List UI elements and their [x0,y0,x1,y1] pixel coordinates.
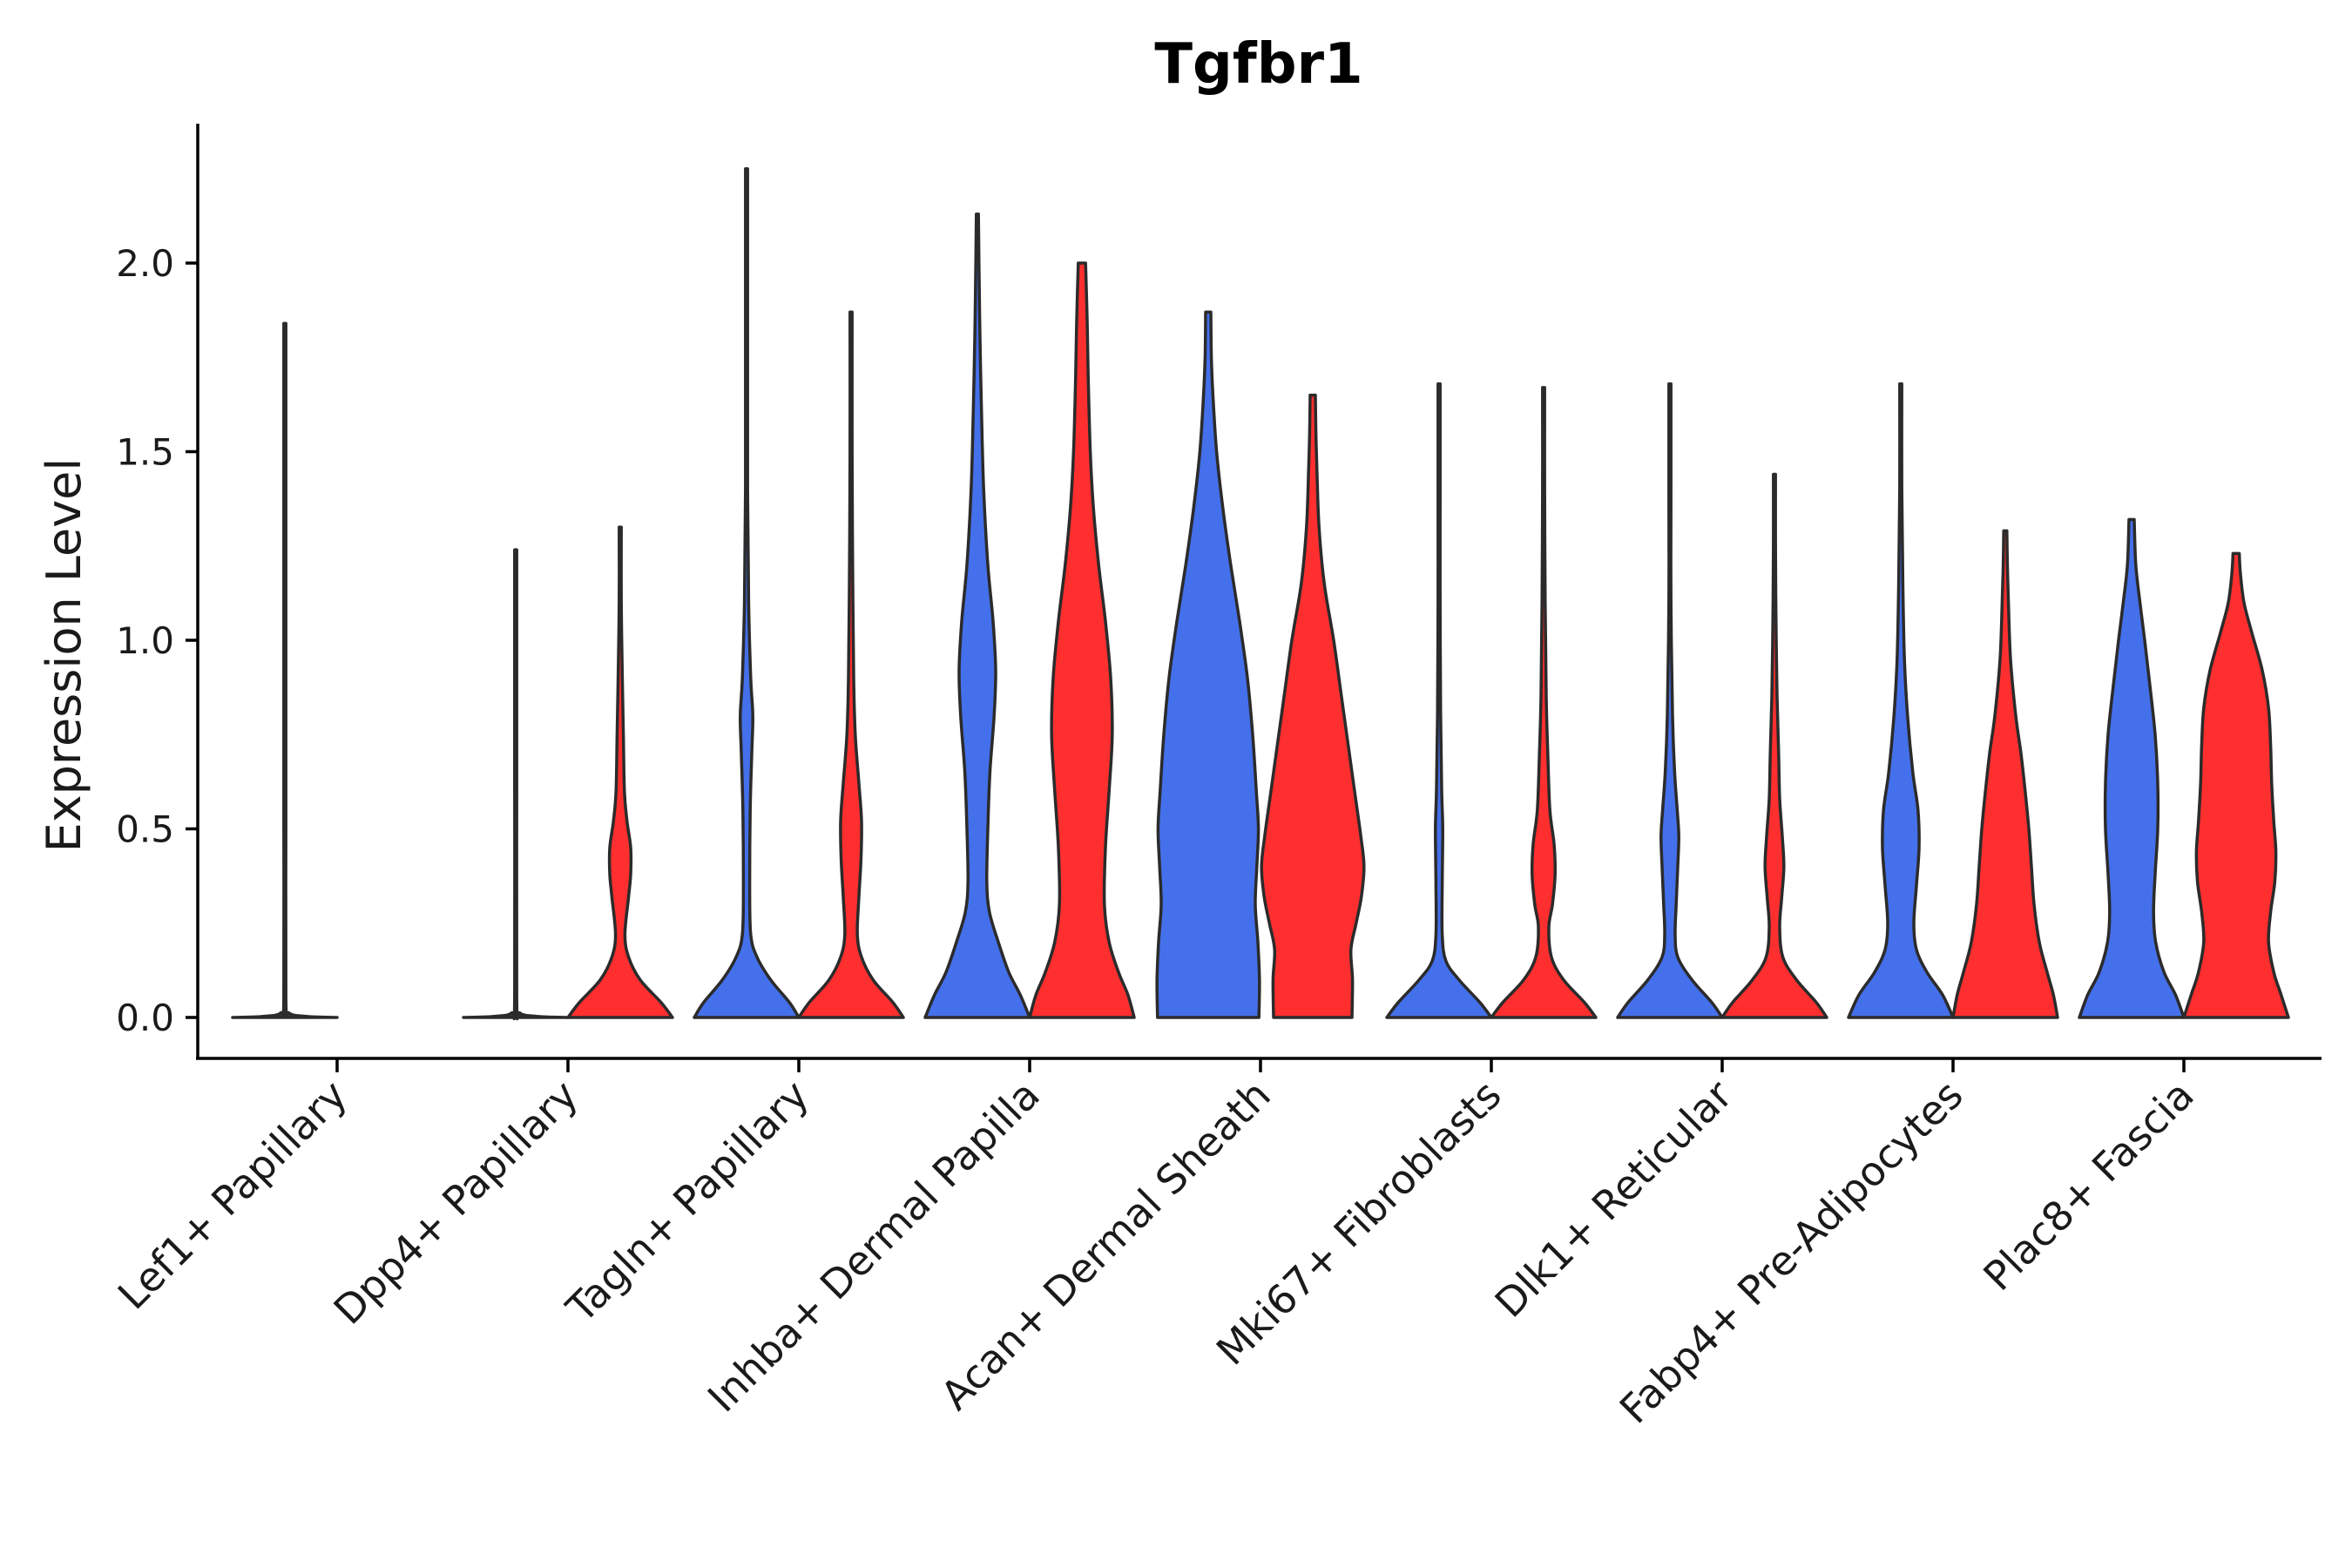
y-tick-label: 2.0 [116,242,174,285]
violin-acan-dermal-sheath-group_b [1260,393,1366,1019]
violin-dpp4-papillary-group_a [462,548,570,1021]
x-tick-label-lef1-papillary: Lef1+ Papillary [109,1071,356,1319]
violin-mki67-fibroblasts-group_b [1490,386,1598,1019]
y-tick-label: 0.5 [116,808,174,851]
violin-fabp4-pre-adipocytes-group_a [1847,382,1955,1019]
violin-tagln-papillary-group_a [693,167,801,1019]
y-axis-ticks: 0.0 0.5 1.0 1.5 2.0 [116,242,198,1039]
y-tick-label: 0.0 [116,997,174,1039]
chart-title: Tgfbr1 [1154,32,1362,97]
violin-plac8-fascia-group_b [2182,551,2290,1019]
violin-acan-dermal-sheath-group_a [1155,310,1261,1019]
violin-layer [231,167,2290,1021]
violin-inhba-dermal-papilla-group_a [923,212,1031,1019]
y-tick-label: 1.0 [116,619,174,662]
violin-tagln-papillary-group_b [797,310,905,1019]
violin-mki67-fibroblasts-group_a [1385,382,1493,1019]
violin-fabp4-pre-adipocytes-group_b [1951,529,2059,1019]
violin-inhba-dermal-papilla-group_b [1028,261,1136,1019]
x-tick-label-dlk1-reticular: Dlk1+ Reticular [1486,1071,1741,1327]
x-tick-label-tagln-papillary: Tagln+ Papillary [557,1071,818,1333]
x-tick-label-plac8-fascia: Plac8+ Fascia [1974,1071,2202,1300]
violin-dlk1-reticular-group_b [1720,472,1828,1019]
y-axis-label: Expression Level [37,458,91,853]
x-tick-label-dpp4-papillary: Dpp4+ Papillary [325,1071,587,1334]
violin-plac8-fascia-group_a [2078,517,2186,1019]
violin-lef1-papillary-group_a [231,321,339,1019]
violin-dpp4-papillary-group_b [566,525,674,1019]
violin-dlk1-reticular-group_a [1616,382,1724,1019]
y-tick-label: 1.5 [116,431,174,474]
